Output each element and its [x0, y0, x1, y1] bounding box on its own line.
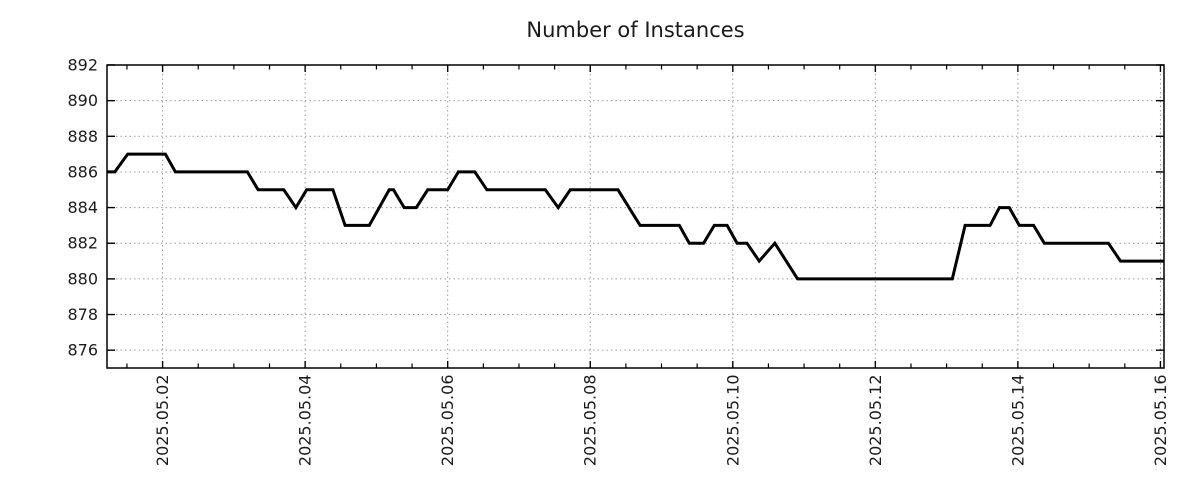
chart-title: Number of Instances: [526, 18, 744, 42]
x-tick-label: 2025.05.12: [866, 375, 885, 467]
y-tick-label: 882: [67, 234, 98, 253]
y-tick-label: 892: [67, 56, 98, 75]
x-tick-label: 2025.05.14: [1008, 375, 1027, 467]
y-tick-label: 886: [67, 162, 98, 181]
x-tick-label: 2025.05.08: [581, 375, 600, 467]
series-instances: [107, 152, 1164, 281]
axes: [106, 64, 1165, 369]
x-tick-label: 2025.05.16: [1151, 375, 1170, 467]
y-tick-label: 888: [67, 127, 98, 146]
y-tick-label: 878: [67, 305, 98, 324]
series-line: [107, 152, 1164, 281]
x-tick-label: 2025.05.06: [438, 375, 457, 467]
gridlines: [107, 65, 1164, 368]
x-tick-label: 2025.05.10: [723, 375, 742, 467]
tick-labels: 876 878 880 882 884 886 888 890 892 2025.05.02 202…: [67, 56, 1169, 467]
x-tick-label: 2025.05.04: [296, 375, 315, 467]
x-tick-label: 2025.05.02: [153, 375, 172, 467]
y-tick-label: 890: [67, 91, 98, 110]
y-tick-label: 880: [67, 269, 98, 288]
y-tick-label: 876: [67, 341, 98, 360]
y-tick-label: 884: [67, 198, 98, 217]
